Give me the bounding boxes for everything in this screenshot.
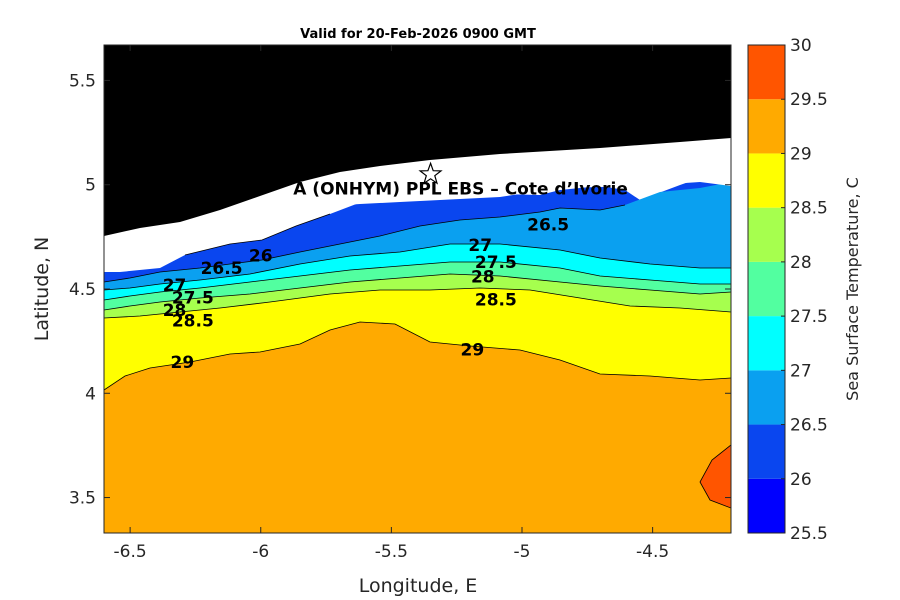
contour-line-28.5 [104, 287, 731, 319]
contour-label: 28 [163, 301, 187, 321]
colorbar-tick-label: 28 [790, 253, 812, 273]
colorbar-tick-label: 25.5 [790, 524, 828, 544]
y-tick-label: 5.5 [69, 71, 96, 91]
x-axis-label: Longitude, E [359, 575, 478, 597]
contour-lines [104, 204, 731, 509]
contour-label: 28 [471, 267, 495, 287]
contour-label: 28.5 [172, 311, 214, 331]
colorbar-tick-label: 27 [790, 361, 812, 381]
colorbar-segment [748, 370, 785, 425]
contour-label: 29 [171, 353, 195, 373]
x-tick-label: -4.5 [636, 542, 669, 562]
y-tick-label: 3.5 [69, 489, 96, 509]
colorbar-label: Sea Surface Temperature, C [843, 177, 862, 401]
colorbar-tick-label: 26.5 [790, 416, 828, 436]
x-tick-label: -6 [252, 542, 269, 562]
contour-line-29 [104, 321, 731, 391]
contour-line-29.5 [699, 444, 731, 509]
y-tick-label: 4 [85, 384, 96, 404]
colorbar-segment [748, 261, 785, 317]
contour-label: 26 [249, 247, 273, 267]
contour-label: 27 [163, 276, 187, 296]
contour-label: 26.5 [201, 259, 243, 279]
colorbar-tick-label: 29.5 [790, 90, 828, 110]
x-tick-label: -6.5 [114, 542, 147, 562]
colorbar-segment [748, 99, 785, 154]
colorbar-frame [747, 44, 786, 534]
contour-line-28 [104, 273, 731, 311]
colorbar-segment [748, 316, 785, 371]
colorbar-tick-label: 29 [790, 144, 812, 164]
site-label: A (ONHYM) PPL EBS – Cote d’Ivorie [293, 179, 628, 199]
sst-band-29.5-30 [700, 445, 731, 508]
contour-label: 27 [468, 236, 492, 256]
contour-line-26.5 [104, 204, 626, 283]
site-marker-group: A (ONHYM) PPL EBS – Cote d’Ivorie [293, 161, 628, 199]
sst-band-29-29.5 [104, 322, 731, 533]
colorbar-tick-label: 28.5 [790, 199, 828, 219]
colorbar-segment [748, 45, 785, 100]
contour-line-27.5 [104, 261, 731, 301]
contour-label: 29 [461, 340, 485, 360]
contour-line-27 [104, 243, 731, 291]
contour-label: 27.5 [172, 288, 214, 308]
contour-label: 27.5 [475, 253, 517, 273]
chart-title: Valid for 20-Feb-2026 0900 GMT [300, 27, 536, 42]
y-axis: 3.5 4 4.5 5 5.5 [69, 71, 731, 509]
colorbar: 25.5 26 26.5 27 27.5 28 28.5 29 29.5 30 [747, 36, 828, 544]
y-axis-label: Latitude, N [31, 237, 53, 342]
land-mask [104, 45, 731, 236]
contour-line-26 [184, 213, 331, 256]
contour-label: 26.5 [527, 215, 569, 235]
x-tick-label: -5.5 [375, 542, 408, 562]
colorbar-tick-label: 30 [790, 36, 812, 56]
contour-label: 28.5 [475, 290, 517, 310]
colorbar-segment [748, 478, 785, 533]
y-tick-label: 4.5 [69, 280, 96, 300]
y-tick-label: 5 [85, 176, 96, 196]
colorbar-tick-label: 26 [790, 470, 812, 490]
colorbar-segment [748, 424, 785, 479]
x-axis: -6.5 -6 -5.5 -5 -4.5 [114, 45, 669, 562]
colorbar-segment [748, 207, 785, 262]
site-star-icon [418, 161, 443, 185]
colorbar-tick-label: 27.5 [790, 307, 828, 327]
x-tick-label: -5 [514, 542, 531, 562]
colorbar-segment [748, 153, 785, 208]
